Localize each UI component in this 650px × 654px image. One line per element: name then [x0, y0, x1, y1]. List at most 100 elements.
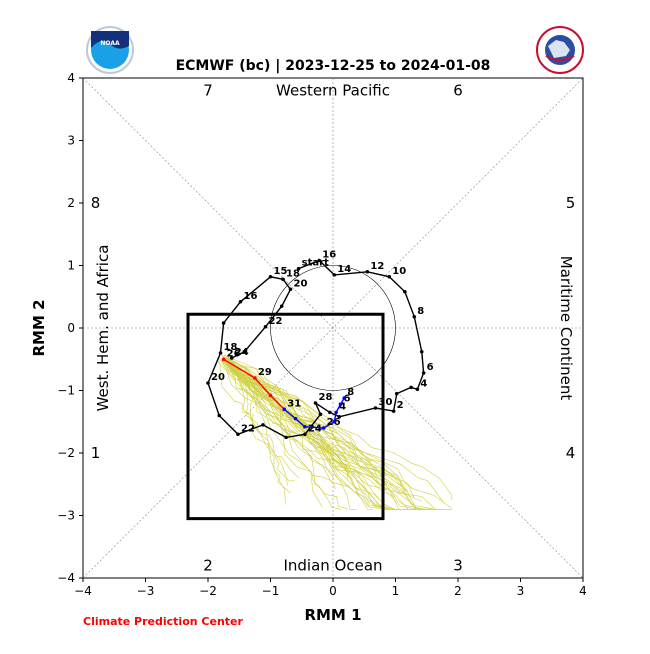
ensemble-member-track: [225, 361, 295, 482]
y-tick-label: −3: [57, 509, 75, 523]
region-label-right: Maritime Continent: [557, 256, 575, 401]
phase-label: 1: [91, 444, 101, 462]
observed-track-point: [373, 406, 378, 410]
noaa-logo-text: NOAA: [100, 40, 120, 47]
observed-track-point: [236, 432, 240, 437]
region-label-bottom: Indian Ocean: [283, 557, 382, 575]
observed-track-label: 12: [370, 261, 384, 272]
ensemble-member-track: [224, 358, 357, 510]
x-tick-label: −1: [262, 584, 280, 598]
observed-track-point: [365, 269, 370, 274]
forecast-blue-track-point: [321, 426, 326, 430]
guide-lines: [82, 77, 584, 579]
observed-track-label: 2: [397, 400, 404, 411]
observed-track-point: [261, 423, 265, 427]
observed-track-point: [409, 385, 413, 390]
ensemble-member-track: [225, 363, 452, 509]
observed-track-label: 18: [224, 342, 238, 353]
observed-track-label: start: [302, 258, 329, 269]
x-tick-label: 4: [579, 584, 587, 598]
phase-label: 6: [453, 82, 463, 100]
observed-track-point: [403, 289, 407, 294]
forecast-blue-track-point: [338, 402, 343, 407]
unit-circle: [270, 265, 396, 391]
region-label-left: West. Hem. and Africa: [94, 245, 112, 412]
observed-track-point: [421, 371, 426, 375]
ensemble-member-track: [221, 355, 354, 472]
observed-track-label: 22: [241, 423, 255, 434]
ensemble-member-track: [226, 363, 352, 481]
ensemble-member-track: [223, 359, 389, 510]
x-axis-label: RMM 1: [304, 606, 361, 624]
forecast-red-track: 26 29 31: [221, 348, 301, 412]
ensemble-member-track: [225, 362, 396, 510]
observed-track-point: [296, 266, 301, 271]
observed-track-point: [415, 387, 420, 392]
x-tick-label: 3: [517, 584, 525, 598]
x-tick-label: 2: [454, 584, 462, 598]
observed-track-point: [268, 274, 273, 279]
ensemble-member-track: [220, 359, 425, 510]
observed-track-point: [419, 349, 424, 354]
observed-track-point: [229, 356, 234, 360]
forecast-blue-track-point: [293, 416, 298, 421]
observed-track-label: 6: [427, 362, 434, 373]
observed-track-point: [217, 413, 222, 418]
observed-track-label: 20: [211, 372, 225, 383]
credit-text: Climate Prediction Center: [83, 615, 243, 628]
observed-track-point: [387, 274, 392, 279]
y-tick-label: 1: [67, 259, 75, 273]
x-tick-label: −3: [137, 584, 155, 598]
observed-track-label: 14: [337, 264, 351, 275]
observed-track-point: [288, 287, 293, 292]
x-tick-label: 0: [329, 584, 337, 598]
nws-logo-map: [548, 40, 570, 58]
ensemble-member-track: [219, 361, 286, 505]
y-tick-label: 0: [67, 321, 75, 335]
observed-track-label: 24: [308, 423, 322, 434]
y-tick-label: −4: [57, 571, 75, 585]
ensemble-tracks: [218, 354, 453, 510]
observed-track-label: 20: [294, 278, 308, 289]
observed-track-label: 16: [244, 291, 258, 302]
forecast-red-track-point: [268, 393, 273, 398]
forecast-red-track-label: 31: [287, 398, 301, 409]
forecast-blue-track: 26468: [282, 387, 354, 430]
observed-track-point: [313, 401, 318, 405]
observed-track-label: 30: [379, 397, 393, 408]
forecast-blue-track-point: [332, 419, 337, 424]
phase-label: 8: [91, 194, 101, 212]
observed-track-point: [332, 273, 337, 277]
observed-track-point: [218, 351, 223, 355]
region-label-top: Western Pacific: [276, 82, 390, 100]
phase-label: 2: [203, 557, 213, 575]
forecast-blue-track-label: 4: [339, 401, 346, 412]
observed-track-label: 10: [392, 266, 406, 277]
observed-track-line: [207, 259, 425, 439]
observed-track-point: [412, 314, 417, 319]
observed-track-point: [263, 324, 268, 329]
forecast-blue-track-point: [334, 410, 338, 415]
y-tick-label: −2: [57, 446, 75, 460]
ensemble-member-track: [226, 358, 288, 486]
ensemble-member-track: [226, 360, 444, 502]
forecast-blue-track-point: [342, 396, 347, 400]
ensemble-member-track: [222, 361, 388, 510]
observed-track-label: 15: [274, 266, 288, 277]
x-tick-label: −4: [74, 584, 92, 598]
y-tick-label: 3: [67, 134, 75, 148]
forecast-blue-track-point: [303, 424, 307, 429]
chart-title: ECMWF (bc) | 2023-12-25 to 2024-01-08: [176, 58, 491, 74]
phase-label: 5: [566, 194, 576, 212]
national-weather-service-logo: [536, 26, 584, 74]
observed-track-point: [318, 412, 323, 417]
observed-track-label: 22: [269, 316, 283, 327]
observed-track-label: 4: [420, 378, 427, 389]
x-tick-label: −2: [199, 584, 217, 598]
ensemble-member-track: [224, 358, 452, 510]
observed-track-point: [394, 391, 399, 396]
ensemble-member-track: [224, 360, 291, 494]
ensemble-member-track: [218, 356, 336, 490]
observed-track-point: [391, 409, 396, 413]
